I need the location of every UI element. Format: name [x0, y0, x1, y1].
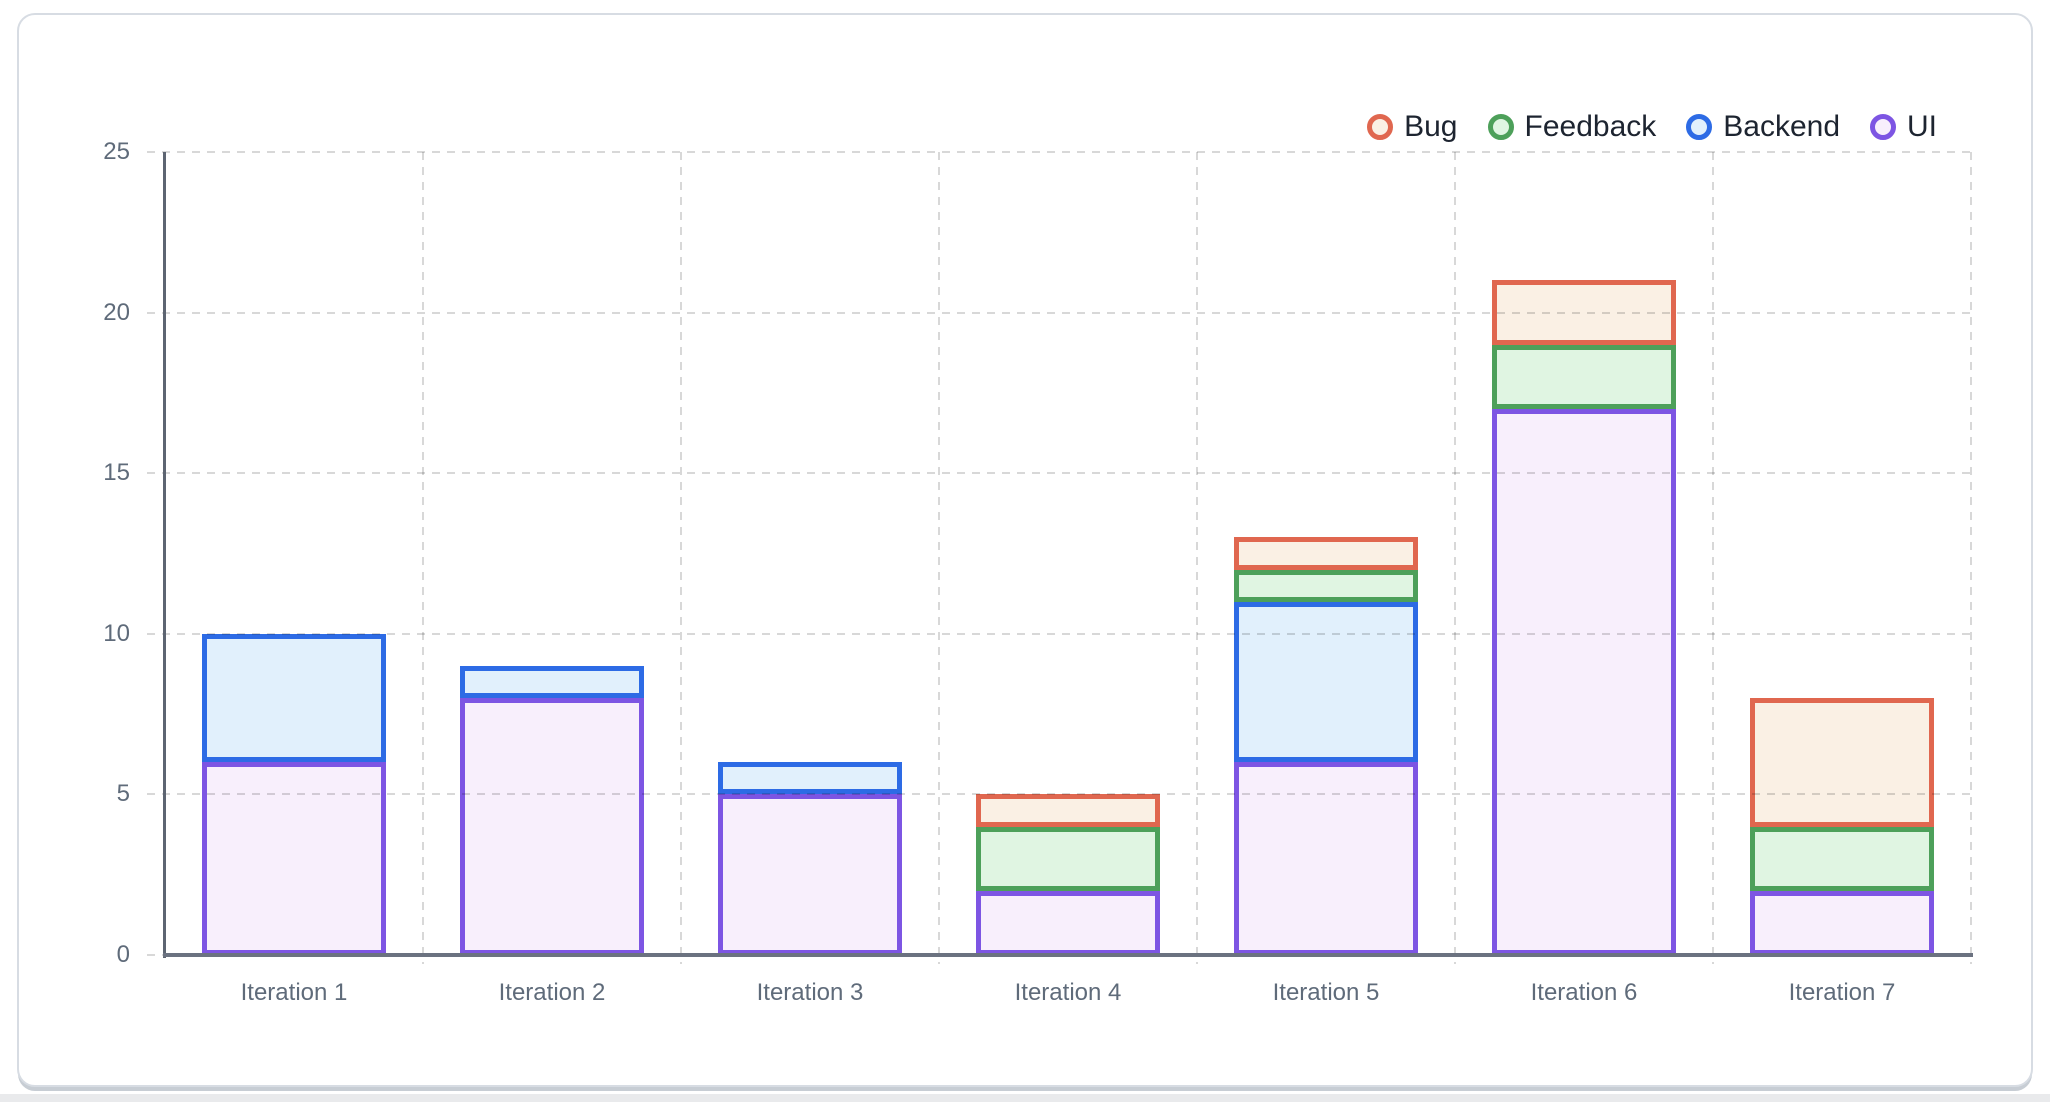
bar-segment-ui-iteration-2[interactable] [460, 698, 644, 955]
bar-segment-bug-iteration-7[interactable] [1750, 698, 1934, 827]
page-bottom-strip [0, 1094, 2050, 1102]
x-axis-line [163, 953, 1973, 957]
x-axis-label-iteration-3: Iteration 3 [756, 979, 864, 1006]
y-axis-label-5: 5 [116, 780, 130, 807]
legend-item-feedback[interactable]: Feedback [1487, 110, 1657, 143]
x-axis-label-iteration-4: Iteration 4 [1014, 979, 1122, 1006]
vertical-gridline [1970, 152, 1972, 964]
horizontal-gridline [147, 793, 1971, 795]
bar-segment-backend-iteration-2[interactable] [460, 666, 644, 698]
horizontal-gridline [147, 472, 1971, 474]
vertical-gridline [938, 152, 940, 964]
horizontal-gridline [147, 151, 1971, 153]
legend-item-ui[interactable]: UI [1870, 111, 1937, 143]
y-axis-label-20: 20 [103, 299, 130, 326]
horizontal-gridline [147, 633, 1971, 635]
x-axis-label-iteration-7: Iteration 7 [1788, 979, 1896, 1006]
y-axis-line [163, 152, 166, 958]
legend-marker-feedback-icon [1487, 114, 1514, 140]
legend-marker-ui-icon [1870, 114, 1896, 140]
x-axis-label-iteration-1: Iteration 1 [240, 979, 348, 1006]
y-axis-label-25: 25 [103, 138, 130, 165]
vertical-gridline [422, 152, 424, 964]
bar-segment-backend-iteration-3[interactable] [718, 762, 902, 794]
vertical-gridline [1712, 152, 1714, 964]
horizontal-gridline [147, 954, 165, 956]
x-axis-label-iteration-6: Iteration 6 [1530, 979, 1638, 1006]
legend-label-bug: Bug [1404, 110, 1458, 143]
bar-segment-ui-iteration-3[interactable] [718, 794, 902, 955]
bar-segment-feedback-iteration-6[interactable] [1492, 345, 1676, 409]
legend-label-feedback: Feedback [1524, 110, 1657, 143]
chart-legend: Bug Feedback Backend UI [1367, 111, 1937, 143]
vertical-gridline [1454, 152, 1456, 964]
x-axis-label-iteration-5: Iteration 5 [1272, 979, 1380, 1006]
legend-label-ui: UI [1907, 110, 1937, 143]
y-axis-label-0: 0 [116, 941, 130, 968]
legend-item-backend[interactable]: Backend [1686, 111, 1840, 143]
bar-segment-ui-iteration-6[interactable] [1492, 409, 1676, 955]
bar-segment-bug-iteration-5[interactable] [1234, 537, 1418, 570]
bar-segment-ui-iteration-4[interactable] [976, 891, 1160, 955]
legend-item-bug[interactable]: Bug [1367, 110, 1458, 143]
legend-marker-backend-icon [1686, 114, 1713, 140]
y-axis-label-15: 15 [103, 459, 130, 486]
bar-segment-bug-iteration-4[interactable] [976, 794, 1160, 827]
horizontal-gridline [147, 312, 1971, 314]
bar-segment-backend-iteration-5[interactable] [1234, 602, 1418, 762]
bar-segment-ui-iteration-7[interactable] [1750, 891, 1934, 955]
bar-segment-feedback-iteration-4[interactable] [976, 827, 1160, 891]
legend-label-backend: Backend [1723, 110, 1840, 143]
bar-segment-ui-iteration-1[interactable] [202, 762, 386, 955]
vertical-gridline [680, 152, 682, 964]
legend-marker-bug-icon [1367, 114, 1394, 140]
bar-segment-feedback-iteration-5[interactable] [1234, 570, 1418, 602]
vertical-gridline [1196, 152, 1198, 964]
bar-segment-backend-iteration-1[interactable] [202, 634, 386, 762]
bar-segment-ui-iteration-5[interactable] [1234, 762, 1418, 955]
bar-segment-feedback-iteration-7[interactable] [1750, 827, 1934, 891]
y-axis-label-10: 10 [103, 620, 130, 647]
x-axis-label-iteration-2: Iteration 2 [498, 979, 606, 1006]
